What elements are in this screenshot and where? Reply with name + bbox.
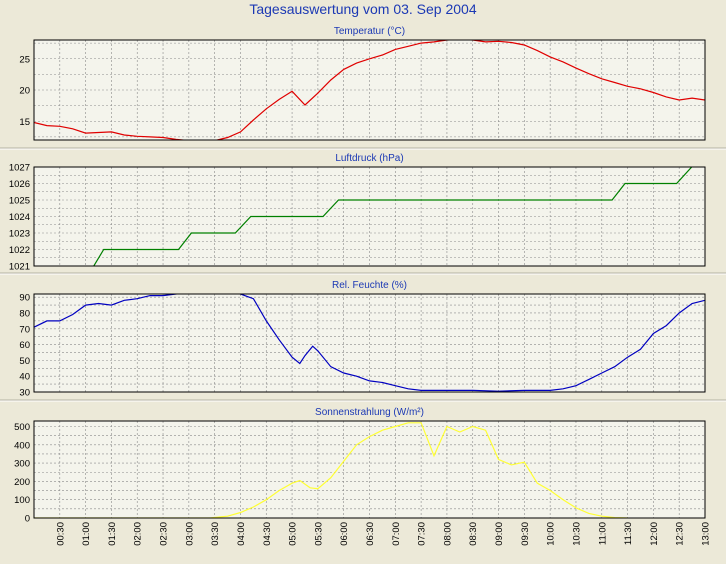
x-tick-label: 02:30 — [159, 522, 170, 546]
x-tick-label: 11:30 — [623, 522, 634, 545]
x-tick-label: 12:00 — [649, 522, 660, 546]
x-tick-label: 12:30 — [675, 522, 686, 546]
temperature-y-tick-label: 15 — [19, 117, 30, 128]
humidity-y-tick-label: 60 — [19, 340, 30, 351]
x-tick-label: 13:00 — [701, 522, 712, 546]
humidity-y-tick-label: 40 — [19, 372, 30, 383]
solar-y-tick-label: 200 — [14, 477, 30, 488]
x-tick-label: 08:30 — [468, 522, 479, 546]
x-tick-label: 09:30 — [520, 522, 531, 546]
x-tick-label: 03:30 — [210, 522, 221, 546]
page-title: Tagesauswertung vom 03. Sep 2004 — [249, 1, 477, 17]
x-tick-label: 10:00 — [546, 522, 557, 546]
x-tick-label: 11:00 — [597, 522, 608, 545]
x-tick-label: 05:00 — [288, 522, 299, 546]
solar-plot-frame — [33, 420, 706, 519]
temperature-chart-title: Temperatur (°C) — [334, 26, 405, 37]
humidity-y-tick-label: 30 — [19, 388, 30, 399]
temperature-y-tick-label: 25 — [19, 54, 30, 65]
x-tick-label: 08:00 — [442, 522, 453, 546]
x-tick-label: 01:00 — [81, 522, 92, 546]
x-tick-label: 06:00 — [339, 522, 350, 546]
solar-chart: Sonnenstrahlung (W/m²) 0 100 200 300 400 500 — [14, 407, 706, 525]
pressure-y-tick-label: 1021 — [9, 262, 30, 273]
solar-y-tick-label: 100 — [14, 495, 30, 506]
temperature-chart: Temperatur (°C) 15 20 25 — [0, 26, 726, 150]
solar-y-tick-label: 500 — [14, 422, 30, 433]
solar-y-tick-label: 0 — [25, 514, 30, 525]
humidity-plot-frame — [33, 293, 706, 393]
x-axis-time-labels: 00:30 01:00 01:30 02:00 02:30 03:00 03:30 04:00… — [55, 522, 712, 546]
humidity-chart-title: Rel. Feuchte (%) — [332, 280, 407, 291]
temperature-series-line — [34, 40, 705, 140]
x-tick-label: 07:30 — [417, 522, 428, 546]
humidity-y-tick-label: 80 — [19, 308, 30, 319]
pressure-chart-title: Luftdruck (hPa) — [335, 153, 403, 164]
humidity-series-line — [34, 294, 705, 392]
x-tick-label: 07:00 — [391, 522, 402, 546]
pressure-y-tick-label: 1024 — [9, 212, 30, 223]
x-tick-label: 00:30 — [55, 522, 66, 546]
humidity-y-tick-label: 70 — [19, 324, 30, 335]
humidity-y-tick-label: 50 — [19, 356, 30, 367]
pressure-y-tick-label: 1027 — [9, 163, 30, 174]
solar-y-tick-label: 400 — [14, 440, 30, 451]
x-tick-label: 06:30 — [365, 522, 376, 546]
temperature-y-tick-label: 20 — [19, 86, 30, 97]
pressure-series-line — [93, 167, 693, 266]
pressure-plot-frame — [33, 166, 706, 267]
x-tick-label: 04:00 — [236, 522, 247, 546]
x-tick-label: 10:30 — [571, 522, 582, 546]
pressure-y-tick-label: 1026 — [9, 179, 30, 190]
x-tick-label: 01:30 — [107, 522, 118, 546]
solar-chart-title: Sonnenstrahlung (W/m²) — [315, 407, 424, 418]
pressure-chart: Luftdruck (hPa) 1021 1022 1023 1024 1025 1026 1… — [0, 153, 726, 275]
pressure-y-tick-label: 1022 — [9, 245, 30, 256]
pressure-y-tick-label: 1025 — [9, 196, 30, 207]
pressure-y-tick-label: 1023 — [9, 229, 30, 240]
solar-y-tick-label: 300 — [14, 459, 30, 470]
x-tick-label: 03:00 — [184, 522, 195, 546]
temperature-plot-frame — [33, 39, 706, 141]
x-tick-label: 04:30 — [262, 522, 273, 546]
x-tick-label: 09:00 — [494, 522, 505, 546]
x-tick-label: 05:30 — [313, 522, 324, 546]
humidity-chart: Rel. Feuchte (%) 30 40 50 60 70 80 90 — [0, 280, 726, 402]
x-tick-label: 02:00 — [133, 522, 144, 546]
solar-series-line — [34, 422, 628, 518]
humidity-y-tick-label: 90 — [19, 293, 30, 304]
